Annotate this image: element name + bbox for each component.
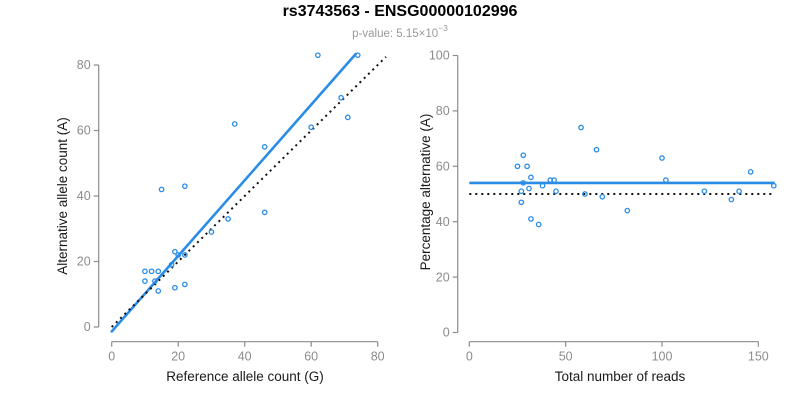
x-tick-label: 40	[238, 350, 252, 364]
y-tick-label: 80	[436, 104, 450, 118]
x-tick-label: 50	[559, 350, 573, 364]
p-value-exponent: −3	[438, 23, 448, 33]
panel-percentage-vs-coverage: 0 20 40 60 80 100 0 50 100 150	[429, 49, 777, 364]
scatter-point	[231, 121, 238, 127]
scatter-point	[175, 252, 182, 258]
y-tick-label: 60	[436, 160, 450, 174]
scatter-point	[182, 183, 188, 190]
scatter-point	[528, 216, 534, 222]
scatter-point	[142, 278, 148, 284]
y-tick-label: 60	[77, 124, 91, 138]
p-value-prefix: p-value:	[352, 27, 397, 40]
left-plot-y-axis-label: Alternative allele count (A)	[55, 117, 70, 275]
scatter-point	[155, 268, 162, 275]
right-plot-x-axis-label: Total number of reads	[554, 369, 686, 384]
y-tick-label: 20	[436, 270, 450, 284]
scatter-point	[152, 278, 158, 284]
x-tick-label: 60	[304, 350, 318, 364]
scatter-point	[182, 252, 188, 258]
right-plot-y-axis-label: Percentage alternative (A)	[418, 113, 433, 271]
p-value-times-ten: ×10	[418, 27, 439, 40]
scatter-point	[599, 193, 606, 200]
scatter-point	[535, 221, 542, 228]
scatter-point	[582, 191, 588, 197]
x-tick-label: 20	[171, 350, 185, 364]
y-tick-label: 0	[84, 320, 91, 334]
regression-line	[110, 52, 358, 334]
scatter-point	[142, 268, 148, 275]
scatter-point	[172, 284, 178, 291]
scatter-point	[225, 216, 231, 222]
y-tick-label: 80	[77, 58, 91, 72]
scatter-point	[553, 188, 559, 195]
figure-title: rs3743563 - ENSG00000102996	[282, 3, 518, 20]
scatter-point	[155, 288, 162, 294]
scatter-point	[663, 177, 669, 183]
figure-subtitle: p-value: 5.15×10−3	[0, 23, 800, 40]
scatter-point	[526, 185, 532, 192]
scatter-point	[518, 199, 525, 206]
scatter-point	[551, 177, 557, 183]
x-tick-label: 100	[652, 350, 673, 364]
scatter-point	[308, 124, 315, 131]
scatter-point	[168, 261, 175, 268]
scatter-point	[659, 155, 665, 161]
scatter-point	[728, 196, 735, 203]
scatter-point	[539, 182, 546, 189]
x-tick-label: 80	[371, 350, 385, 364]
scatter-point	[172, 248, 178, 255]
y-tick-label: 100	[429, 49, 450, 63]
scatter-point	[624, 207, 631, 214]
scatter-point	[520, 152, 527, 159]
scatter-point	[518, 188, 525, 195]
x-tick-label: 150	[748, 350, 769, 364]
p-value-mantissa: 5.15	[396, 27, 419, 40]
scatter-point	[208, 229, 215, 235]
scatter-point	[261, 144, 268, 150]
scatter-point	[528, 174, 534, 181]
scatter-point	[593, 146, 600, 153]
y-tick-label: 20	[77, 255, 91, 269]
scatter-point	[578, 124, 584, 131]
scatter-point	[158, 186, 165, 193]
left-plot-x-axis-label: Reference allele count (G)	[166, 369, 324, 384]
scatter-point	[736, 188, 742, 195]
scatter-point	[314, 52, 321, 59]
panel-allele-counts: 0 20 40 60 80 0 20 40 60 80	[77, 52, 387, 364]
scatter-point	[182, 281, 188, 288]
scatter-point	[261, 209, 268, 216]
scatter-point	[701, 188, 708, 195]
scatter-point	[514, 163, 521, 170]
scatter-point	[354, 52, 361, 59]
scatter-point	[770, 182, 777, 189]
y-tick-label: 40	[77, 189, 91, 203]
y-tick-label: 0	[443, 326, 450, 340]
y-tick-label: 40	[436, 215, 450, 229]
identity-line	[110, 56, 387, 328]
scatter-point	[524, 163, 530, 170]
scatter-point	[148, 268, 155, 275]
x-tick-label: 0	[108, 350, 115, 364]
scatter-point	[520, 180, 527, 186]
x-tick-label: 0	[466, 350, 473, 364]
scatter-point	[344, 114, 351, 121]
scatter-point	[747, 168, 754, 175]
scatter-point	[338, 94, 344, 101]
